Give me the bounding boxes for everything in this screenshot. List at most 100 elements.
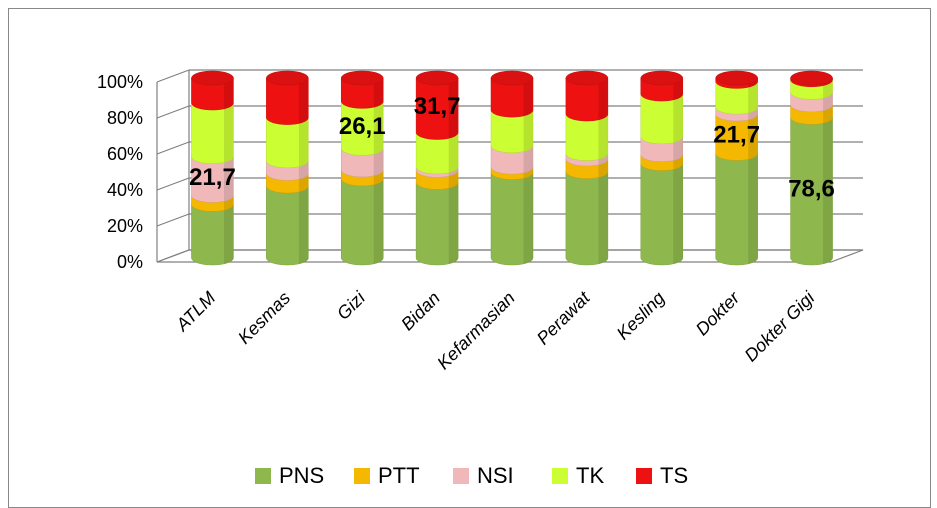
data-label-dokter-gigi: 78,6	[788, 176, 835, 203]
bars	[191, 70, 833, 266]
legend-label-tk: TK	[576, 463, 604, 488]
bar-stack-kesmas	[266, 70, 309, 266]
bar-kesmas-ts-shade	[298, 78, 309, 124]
side-gridline	[156, 141, 190, 155]
bar-kefarmasian-ts-shade	[523, 78, 534, 116]
bar-kesmas-nsi-shade	[298, 160, 309, 180]
bar-kesmas-pns-shade	[298, 186, 309, 264]
y-tick-label: 80%	[107, 108, 143, 128]
bar-bidan-pns-shade	[448, 182, 459, 264]
bar-stack-gizi	[340, 70, 384, 266]
bar-perawat-tk-shade	[598, 114, 608, 160]
bar-kesling-nsi-shade	[673, 136, 683, 161]
bar-dokter-gigi-pns-shade	[823, 117, 833, 264]
stacked-3d-bar-chart: 0%20%40%60%80%100% 21,726,131,721,778,6 …	[97, 69, 864, 488]
data-label-dokter: 21,7	[713, 122, 760, 149]
legend-swatch-ts	[636, 468, 652, 484]
bar-atlm-pns-shade	[223, 204, 234, 264]
y-tick-label: 40%	[107, 180, 143, 200]
bar-kesling-pns-shade	[673, 163, 683, 264]
chart-frame: 0% 20% 40% 60% 80% 100% 21,7 26,1 31,7 21,7 78,6 …	[8, 8, 931, 508]
bar-perawat-ts-shade	[598, 78, 608, 120]
bar-atlm-ts-shade	[223, 78, 234, 109]
bar-gizi-nsi-shade	[373, 148, 384, 176]
x-tick-label-kesmas: Kesmas	[234, 288, 294, 348]
bar-kefarmasian-nsi-shade	[523, 145, 534, 173]
y-tick-label: 0%	[117, 252, 143, 272]
legend: PNS PTT NSI TK TS	[255, 463, 688, 488]
bar-dokter-gigi-ptt-shade	[823, 104, 833, 124]
side-gridline	[156, 177, 190, 191]
side-gridline	[156, 69, 190, 83]
bar-gizi-pns-shade	[373, 178, 384, 264]
x-tick-label-dokter: Dokter	[692, 287, 744, 339]
x-tick-label-perawat: Perawat	[533, 287, 595, 349]
bar-bidan-ts-shade	[448, 78, 459, 139]
legend-label-ptt: PTT	[378, 463, 420, 488]
bar-top-perawat	[565, 70, 609, 86]
bar-gizi-tk-shade	[373, 101, 384, 155]
bar-atlm-tk-shade	[223, 103, 234, 163]
bar-stack-kefarmasian	[490, 70, 534, 266]
bar-top-atlm	[191, 70, 234, 86]
y-tick-label: 20%	[107, 216, 143, 236]
legend-swatch-tk	[552, 468, 568, 484]
bar-stack-atlm	[191, 70, 234, 266]
legend-label-pns: PNS	[279, 463, 324, 488]
x-tick-label-kesling: Kesling	[613, 288, 669, 344]
x-tick-label-dokter-gigi: Dokter Gigi	[741, 287, 820, 366]
bar-perawat-ptt-shade	[598, 159, 608, 178]
legend-label-nsi: NSI	[477, 463, 514, 488]
x-tick-label-gizi: Gizi	[333, 287, 370, 324]
bar-dokter-gigi-tk-shade	[823, 79, 833, 99]
data-label-atlm: 21,7	[189, 164, 236, 191]
bar-top-gizi	[340, 70, 384, 86]
bar-stack-dokter	[715, 70, 758, 266]
legend-swatch-ptt	[354, 468, 370, 484]
bar-kesling-tk-shade	[673, 94, 683, 143]
bar-dokter-gigi-nsi-shade	[823, 92, 833, 111]
bar-top-bidan	[415, 70, 459, 86]
bar-dokter-ptt-shade	[748, 114, 758, 160]
y-axis-ticks: 0% 20% 40% 60% 80% 100%	[97, 72, 143, 272]
x-tick-label-kefarmasian: Kefarmasian	[433, 288, 519, 374]
bar-bidan-tk-shade	[448, 132, 459, 173]
legend-label-ts: TS	[660, 463, 688, 488]
bar-top-dokter	[715, 70, 758, 86]
x-tick-label-atlm: ATLM	[171, 288, 219, 336]
bar-stack-kesling	[640, 70, 684, 266]
data-labels: 21,7 26,1 31,7 21,7 78,6	[189, 93, 835, 202]
bar-stack-bidan	[415, 70, 459, 266]
bar-atlm-nsi-shade	[223, 156, 234, 202]
bar-top-dokter-gigi	[790, 70, 833, 86]
bar-top-kesling	[640, 70, 684, 86]
side-gridline	[156, 213, 190, 227]
bar-kesmas-tk-shade	[298, 117, 309, 167]
bar-kefarmasian-tk-shade	[523, 110, 534, 152]
bar-top-kesmas	[266, 70, 309, 86]
y-tick-label: 60%	[107, 144, 143, 164]
bar-kefarmasian-pns-shade	[523, 172, 534, 264]
bar-stack-perawat	[565, 70, 609, 266]
bar-kesmas-ptt-shade	[298, 173, 309, 192]
floor	[156, 249, 864, 263]
bar-stack-dokter-gigi	[790, 70, 833, 266]
bar-kefarmasian-ptt-shade	[523, 167, 534, 179]
data-label-gizi: 26,1	[339, 113, 386, 140]
bar-kesling-ptt-shade	[673, 154, 683, 170]
bar-perawat-pns-shade	[598, 171, 608, 264]
y-tick-label: 100%	[97, 72, 143, 92]
bar-dokter-tk-shade	[748, 81, 758, 114]
bar-bidan-ptt-shade	[448, 170, 459, 189]
bar-dokter-pns-shade	[748, 153, 758, 264]
bar-atlm-ptt-shade	[223, 195, 234, 211]
bar-gizi-ptt-shade	[373, 169, 384, 185]
x-tick-label-bidan: Bidan	[397, 288, 444, 335]
legend-swatch-pns	[255, 468, 271, 484]
bar-dokter-gigi-ts-shade	[823, 78, 833, 86]
data-label-bidan: 31,7	[414, 93, 461, 120]
side-gridline	[156, 105, 190, 119]
legend-swatch-nsi	[453, 468, 469, 484]
bar-perawat-nsi-shade	[598, 153, 608, 165]
